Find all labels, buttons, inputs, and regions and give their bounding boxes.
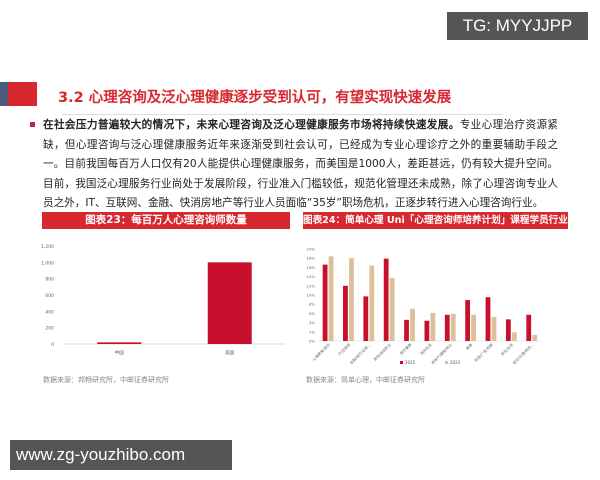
y-tick-label: 6% bbox=[309, 311, 315, 316]
y-tick-label: 1,200 bbox=[41, 244, 54, 250]
y-tick-label: 10% bbox=[307, 293, 316, 298]
bar-2023-1 bbox=[349, 258, 354, 341]
bar-2023-7 bbox=[471, 314, 477, 341]
legend-label: 2022 bbox=[405, 360, 416, 365]
bar-2022-3 bbox=[383, 258, 389, 341]
chart24-source: 数据来源：简单心理，中邮证券研究所 bbox=[306, 376, 425, 384]
chart23-source: 数据来源：邦畅研究所，中邮证券研究所 bbox=[43, 376, 169, 384]
bar-2022-2 bbox=[363, 296, 369, 341]
bar-2023-10 bbox=[532, 335, 538, 341]
bar-2023-6 bbox=[450, 313, 456, 341]
x-tick-label: IT/互联网 bbox=[337, 342, 352, 357]
chart23-header: 图表23：每百万人心理咨询师数量 bbox=[42, 212, 290, 229]
bar-2023-0 bbox=[328, 256, 334, 341]
y-tick-label: 600 bbox=[45, 293, 54, 299]
bar-0 bbox=[97, 342, 142, 344]
y-tick-label: 18% bbox=[307, 256, 316, 261]
x-tick-label: 政府机关 bbox=[419, 342, 433, 356]
x-tick-label: 学生/在读 bbox=[500, 342, 515, 357]
watermark-top: TG: MYYJJPP bbox=[447, 12, 588, 40]
x-tick-label: 航空/交通/物流… bbox=[511, 342, 534, 365]
bar-2023-2 bbox=[369, 265, 375, 341]
bar-2022-4 bbox=[404, 319, 409, 341]
x-tick-label: 医疗健康 bbox=[399, 342, 413, 356]
section-title: 3.2 心理咨询及泛心理健康逐步受到认可，有望实现快速发展 bbox=[58, 90, 452, 106]
y-tick-label: 14% bbox=[307, 274, 316, 279]
bar-2022-6 bbox=[444, 314, 450, 341]
bar-1 bbox=[207, 262, 252, 344]
body-paragraph: 在社会压力普遍较大的情况下，未来心理咨询及泛心理健康服务市场将持续快速发展。专业… bbox=[43, 116, 558, 214]
y-tick-label: 0% bbox=[309, 339, 315, 344]
bar-2022-5 bbox=[424, 320, 430, 341]
y-tick-label: 16% bbox=[307, 265, 316, 270]
bar-2023-9 bbox=[511, 332, 517, 341]
y-tick-label: 800 bbox=[45, 277, 54, 283]
x-tick-label: 美国 bbox=[225, 349, 234, 356]
body-text: 专业心理治疗资源紧缺，但心理咨询与泛心理健康服务近年来逐渐受到社会认可，已经成为… bbox=[43, 119, 559, 209]
bar-2022-7 bbox=[465, 300, 471, 341]
y-tick-label: 0 bbox=[51, 342, 54, 348]
y-tick-label: 8% bbox=[309, 302, 315, 307]
bar-2022-8 bbox=[485, 297, 491, 341]
x-tick-label: 制造/广告/传媒 bbox=[473, 342, 494, 363]
bar-2022-0 bbox=[322, 264, 328, 341]
y-tick-label: 20% bbox=[307, 247, 316, 252]
y-tick-label: 400 bbox=[45, 309, 54, 315]
body-bold: 在社会压力普遍较大的情况下，未来心理咨询及泛心理健康服务市场将持续快速发展。 bbox=[43, 119, 460, 131]
bar-2023-8 bbox=[491, 317, 497, 341]
x-tick-label: 心理教育/培训 bbox=[311, 342, 331, 362]
legend-swatch-2022 bbox=[400, 361, 403, 364]
y-tick-label: 1,000 bbox=[41, 260, 54, 266]
bar-2022-1 bbox=[343, 285, 348, 341]
watermark-bottom: www.zg-youzhibo.com bbox=[10, 440, 232, 470]
bar-2022-9 bbox=[505, 319, 511, 341]
bar-2022-10 bbox=[526, 314, 532, 341]
legend-swatch-2023 bbox=[445, 361, 448, 364]
y-tick-label: 200 bbox=[45, 326, 54, 332]
x-tick-label: 教育 bbox=[465, 342, 474, 351]
x-tick-label: 金融/银行/证券… bbox=[349, 342, 372, 365]
x-tick-label: 其他/自由职业 bbox=[372, 342, 392, 362]
y-tick-label: 4% bbox=[309, 320, 315, 325]
title-divider bbox=[62, 114, 502, 115]
y-tick-label: 2% bbox=[309, 329, 315, 334]
x-tick-label: 中国 bbox=[115, 349, 124, 356]
legend-label: 2023 bbox=[450, 360, 461, 365]
bullet-icon bbox=[30, 122, 35, 127]
bar-2023-3 bbox=[389, 277, 395, 341]
title-accent-red bbox=[8, 82, 37, 106]
chart24-header: 图表24：简单心理 Uni「心理咨询师培养计划」课程学员行业分布 bbox=[303, 212, 568, 229]
y-tick-label: 12% bbox=[307, 283, 316, 288]
title-accent-blue bbox=[0, 82, 8, 106]
bar-2023-4 bbox=[410, 308, 415, 341]
bar-2023-5 bbox=[430, 312, 436, 341]
